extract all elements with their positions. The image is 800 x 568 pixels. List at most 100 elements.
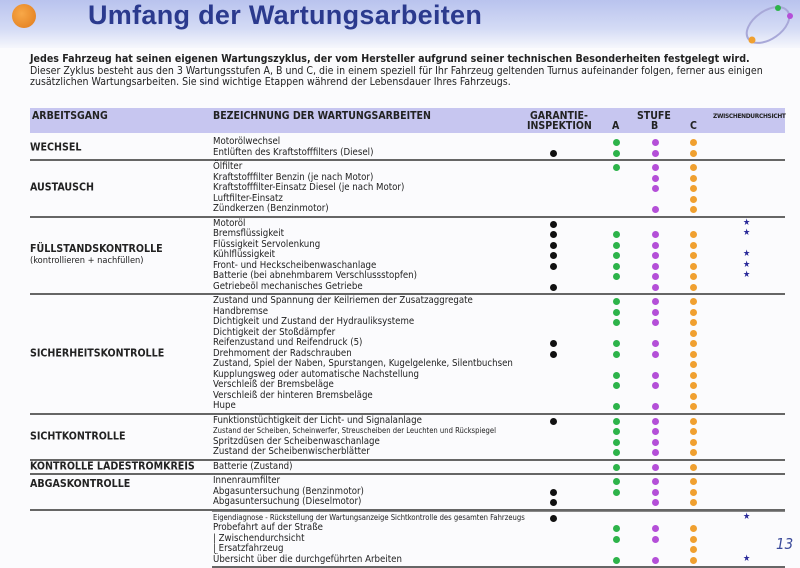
task-description: Kraftstofffilter-Einsatz Diesel (je nach… [213,183,404,194]
task-description: Reifenzustand und Reifendruck (5) [213,338,362,349]
table-row: Zustand, Spiel der Naben, Spurstangen, K… [30,359,785,370]
zwischendurchsicht-star-icon: ★ [743,260,750,271]
zwischendurchsicht-star-icon: ★ [743,249,750,260]
stufe-c-dot [690,206,697,213]
task-description: Dichtigkeit und Zustand der Hydrauliksys… [213,317,414,328]
stufe-a-dot [613,298,620,305]
table-row: Probefahrt auf der Straße [30,523,785,534]
stufe-c-dot [690,428,697,435]
garantie-dot [550,499,557,506]
table-row: Zustand der Scheibenwischerblätter [30,447,785,458]
stufe-a-dot [613,242,620,249]
stufe-b-dot [652,382,659,389]
table-row: Innenraumfilter [30,476,785,487]
stufe-b-dot [652,439,659,446]
stufe-b-dot [652,273,659,280]
stufe-b-dot [652,478,659,485]
stufe-c-dot [690,499,697,506]
task-description: Zustand der Scheibenwischerblätter [213,447,370,458]
stufe-b-dot [652,319,659,326]
stufe-a-dot [613,351,620,358]
stufe-a-dot [613,231,620,238]
stufe-b-dot [652,185,659,192]
stufe-a-dot [613,428,620,435]
stufe-b-dot [652,309,659,316]
stufe-a-dot [613,252,620,259]
garantie-dot [550,150,557,157]
stufe-a-dot [613,478,620,485]
table-row: | Zwischendurchsicht [30,534,785,545]
stufe-c-dot [690,536,697,543]
table-row: Kühlflüssigkeit★ [30,250,785,261]
stufe-b-dot [652,263,659,270]
stufe-a-dot [613,309,620,316]
stufe-a-dot [613,150,620,157]
task-description: Innenraumfilter [213,476,280,487]
table-row: Ölfilter [30,162,785,173]
stufe-a-dot [613,439,620,446]
stufe-c-dot [690,489,697,496]
stufe-c-dot [690,464,697,471]
orange-circle-icon [12,4,36,28]
stufe-a-dot [613,319,620,326]
stufe-c-dot [690,340,697,347]
stufe-c-dot [690,309,697,316]
zwischendurchsicht-star-icon: ★ [743,270,750,281]
task-description: Verschleiß der hinteren Bremsbeläge [213,391,373,402]
garantie-dot [550,340,557,347]
zwischendurchsicht-star-icon: ★ [743,228,750,239]
table-row: Reifenzustand und Reifendruck (5) [30,338,785,349]
table-row: Funktionstüchtigkeit der Licht- und Sign… [30,416,785,427]
table-row: | Ersatzfahrzeug [30,544,785,555]
garantie-dot [550,242,557,249]
table-row: Motoröl★ [30,219,785,230]
page-number: 13 [776,535,793,553]
garantie-dot [550,515,557,522]
garantie-dot [550,351,557,358]
table-row: Übersicht über die durchgeführten Arbeit… [30,555,785,566]
table-row: Flüssigkeit Servolenkung [30,240,785,251]
stufe-b-dot [652,340,659,347]
stufe-b-dot [652,164,659,171]
stufe-c-dot [690,330,697,337]
stufe-a-dot [613,464,620,471]
task-description: Probefahrt auf der Straße [213,523,323,534]
stufe-a-dot [613,557,620,564]
table-row: Luftfilter-Einsatz [30,194,785,205]
stufe-b-dot [652,525,659,532]
garantie-dot [550,489,557,496]
table-row: Dichtigkeit und Zustand der Hydrauliksys… [30,317,785,328]
task-description: Entlüften des Kraftstofffilters (Diesel) [213,148,373,159]
stufe-a-dot [613,418,620,425]
intro-lead: Jedes Fahrzeug hat seinen eigenen Wartun… [30,54,790,66]
stufe-c-dot [690,478,697,485]
stufe-c-dot [690,557,697,564]
stufe-c-dot [690,196,697,203]
stufe-a-dot [613,164,620,171]
stufe-a-dot [613,449,620,456]
stufe-c-dot [690,175,697,182]
task-description: Zündkerzen (Benzinmotor) [213,204,329,215]
garantie-dot [550,221,557,228]
stufe-b-dot [652,499,659,506]
table-row: Zustand der Scheiben, Scheinwerfer, Stre… [30,426,785,437]
stufe-a-dot [613,489,620,496]
stufe-b-dot [652,298,659,305]
stufe-b-dot [652,139,659,146]
stufe-b-dot [652,252,659,259]
stufe-c-dot [690,242,697,249]
table-row: Dichtigkeit der Stoßdämpfer [30,328,785,339]
garantie-dot [550,284,557,291]
stufe-c-dot [690,319,697,326]
stufe-c-dot [690,298,697,305]
maintenance-cycle-logo-icon [740,2,796,48]
table-row: Getriebeöl mechanisches Getriebe [30,282,785,293]
task-description: Zustand der Scheiben, Scheinwerfer, Stre… [213,426,496,437]
table-row: Motorölwechsel [30,137,785,148]
task-description: Zustand und Spannung der Keilriemen der … [213,296,473,307]
task-description: Batterie (bei abnehmbarem Verschlussstop… [213,271,417,282]
